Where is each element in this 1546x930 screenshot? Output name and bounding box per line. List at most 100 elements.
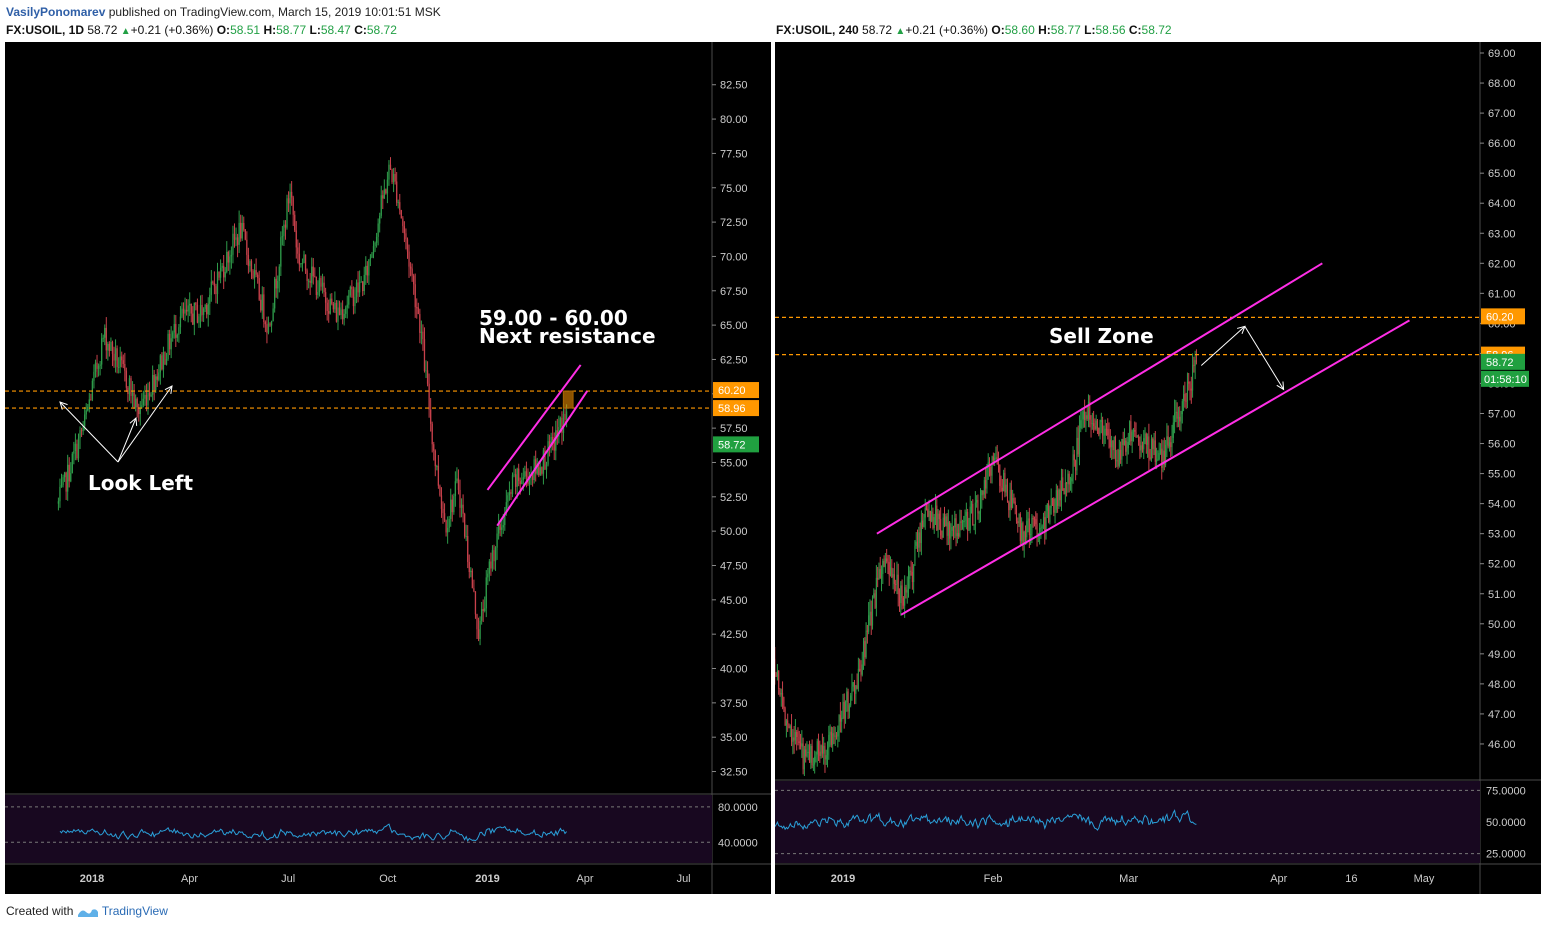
- left-symbol[interactable]: FX:USOIL, 1D: [6, 23, 85, 37]
- right-chart[interactable]: 69.00 68.00 67.00 66.00 65.00 64.00 63.00 62.00…: [775, 42, 1541, 894]
- candle-body: [556, 430, 558, 437]
- candle-body: [485, 577, 487, 609]
- candle-body: [925, 508, 928, 510]
- last-price-tag: [1481, 353, 1525, 370]
- candle-body: [511, 475, 514, 495]
- candle-body: [932, 511, 934, 529]
- candle-body: [851, 686, 853, 696]
- candle-body: [1112, 440, 1114, 451]
- candle-body: [1057, 490, 1059, 506]
- candle-body: [974, 502, 976, 525]
- candle-body: [916, 541, 919, 548]
- candle-body: [559, 417, 562, 428]
- candle-body: [956, 533, 958, 537]
- candle-body: [128, 378, 131, 395]
- left-chart[interactable]: 82.50 80.00 77.50 75.00 72.50 70.00 67.50 65.00…: [5, 42, 771, 894]
- right-symbol-line: FX:USOIL, 240 58.72 ▲+0.21 (+0.36%) O:58…: [776, 23, 1172, 37]
- resistance-zone-box: [562, 390, 574, 409]
- left-high: 58.77: [276, 23, 307, 37]
- candle-body: [536, 463, 538, 474]
- right-c-label: C:: [1128, 23, 1142, 37]
- candle-body: [417, 307, 419, 315]
- candle-body: [807, 751, 809, 753]
- left-change: +0.21 (+0.36%): [130, 23, 214, 37]
- candle-body: [287, 198, 290, 204]
- candle-body: [1099, 421, 1101, 435]
- look-left-annotation: Look Left: [88, 471, 193, 495]
- candle-body: [1123, 440, 1126, 445]
- candle-body: [1138, 436, 1140, 442]
- candle-body: [787, 720, 789, 724]
- candle-body: [369, 257, 372, 260]
- candle-body: [514, 474, 517, 487]
- left-h-label: H:: [263, 23, 277, 37]
- candle-body: [460, 504, 463, 508]
- candle-body: [77, 438, 80, 459]
- candle-body: [278, 266, 280, 281]
- candle-body: [304, 254, 307, 271]
- candle-body: [983, 480, 985, 495]
- candle-body: [893, 574, 895, 585]
- candle-body: [195, 302, 197, 305]
- candle-body: [219, 267, 222, 278]
- candle-body: [284, 224, 287, 228]
- candle-body: [805, 749, 807, 757]
- candle-body: [982, 490, 984, 495]
- candle-body: [423, 339, 426, 372]
- candle-body: [405, 233, 407, 240]
- candle-body: [1054, 509, 1056, 513]
- candle-body: [1162, 450, 1164, 468]
- candle-body: [1171, 437, 1173, 448]
- candle-body: [1105, 428, 1108, 430]
- y-tick-label: 67.00: [1488, 108, 1516, 120]
- y-tick-label: 80.00: [720, 114, 748, 126]
- candle-body: [471, 570, 474, 589]
- candle-body: [334, 302, 336, 310]
- right-h-label: H:: [1038, 23, 1051, 37]
- candle-body: [258, 278, 260, 300]
- candle-body: [96, 362, 98, 369]
- candle-body: [943, 517, 946, 527]
- created-with-text: Created with: [6, 904, 74, 918]
- y-tick-label: 32.50: [720, 767, 748, 779]
- channel-lower-line: [900, 319, 1410, 616]
- tradingview-logo-icon[interactable]: [77, 906, 99, 918]
- candle-body: [87, 406, 89, 411]
- candle-body: [1040, 527, 1042, 529]
- rsi-tick-label: 80.0000: [718, 802, 758, 814]
- candle-body: [1039, 527, 1041, 534]
- sell-zone-annotation: Sell Zone: [1049, 324, 1154, 348]
- candle-body: [269, 323, 271, 326]
- candle-body: [295, 230, 297, 248]
- candle-body: [1080, 420, 1082, 429]
- candle-body: [801, 743, 803, 747]
- candle-body: [839, 715, 841, 722]
- candle-body: [900, 585, 902, 604]
- candle-body: [1174, 412, 1176, 423]
- left-chart-panel[interactable]: 82.50 80.00 77.50 75.00 72.50 70.00 67.50 65.00…: [5, 42, 771, 894]
- candle-body: [954, 518, 956, 528]
- right-chart-panel[interactable]: 69.00 68.00 67.00 66.00 65.00 64.00 63.00 62.00…: [775, 42, 1541, 894]
- candle-body: [360, 281, 362, 283]
- candle-body: [810, 746, 812, 763]
- candle-body: [110, 342, 112, 351]
- author-link[interactable]: VasilyPonomarev: [6, 5, 106, 19]
- candle-body: [386, 179, 389, 194]
- candle-body: [968, 529, 970, 531]
- candle-body: [799, 743, 802, 747]
- y-tick-label: 65.00: [720, 320, 748, 332]
- candle-body: [843, 701, 845, 719]
- y-tick-label: 64.00: [1488, 198, 1516, 210]
- candle-body: [1036, 524, 1038, 537]
- candle-body: [1032, 518, 1034, 520]
- right-symbol[interactable]: FX:USOIL, 240: [776, 23, 859, 37]
- candle-body: [249, 261, 251, 267]
- candle-body: [153, 374, 155, 391]
- candle-body: [241, 222, 243, 239]
- channel-upper-line: [486, 364, 582, 491]
- candle-body: [860, 671, 862, 675]
- y-tick-label: 55.00: [720, 457, 748, 469]
- candle-body: [227, 252, 229, 263]
- candle-body: [902, 597, 904, 606]
- tradingview-link[interactable]: TradingView: [101, 904, 168, 918]
